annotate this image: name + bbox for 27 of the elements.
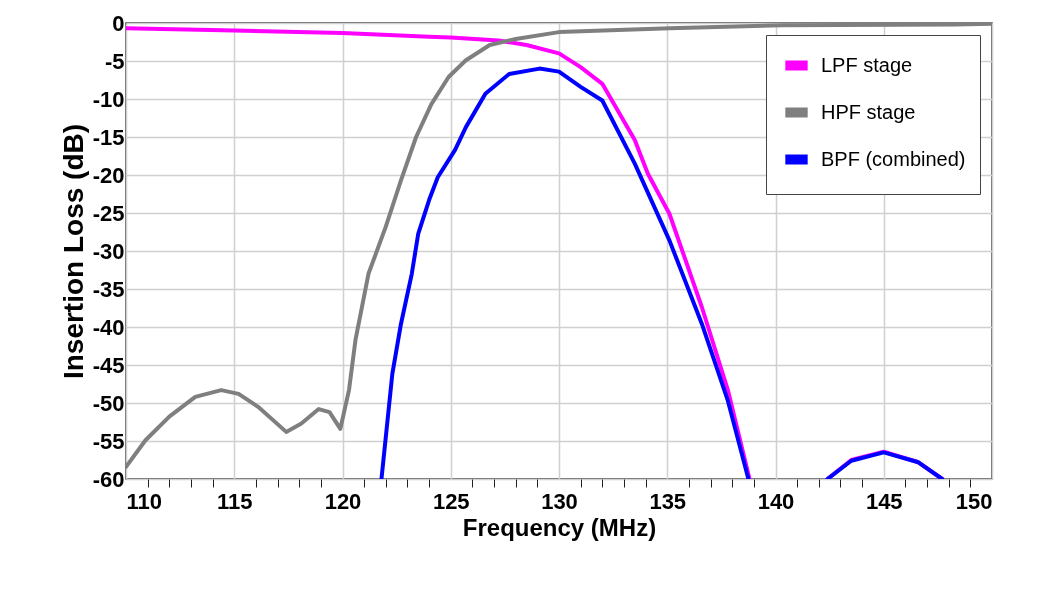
x-tick-label: 110 [126, 488, 162, 514]
y-tick-label: -60 [92, 466, 125, 492]
y-tick-label: -45 [92, 352, 125, 378]
x-tick-label: 135 [649, 488, 687, 514]
x-tick-label: 140 [757, 488, 795, 514]
x-tick-label: 150 [955, 488, 993, 514]
y-tick-label: -50 [92, 390, 125, 416]
y-tick-label: -10 [92, 86, 125, 112]
legend-label: HPF stage [821, 100, 916, 123]
y-tick-label: -35 [92, 276, 125, 302]
x-axis-title: Frequency (MHz) [462, 513, 657, 541]
legend-label: LPF stage [821, 53, 913, 76]
x-tick-label: 125 [432, 488, 470, 514]
y-tick-label: 0 [112, 10, 125, 36]
y-tick-label: -15 [92, 124, 125, 150]
x-tick-label: 120 [324, 488, 362, 514]
legend-label: BPF (combined) [821, 147, 966, 170]
x-tick-label: 145 [865, 488, 903, 514]
y-axis-title: Insertion Loss (dB) [57, 123, 89, 380]
y-tick-label: -55 [92, 428, 125, 454]
x-tick-label: 130 [541, 488, 578, 514]
y-tick-label: -20 [92, 162, 125, 188]
y-tick-label: -40 [92, 314, 125, 340]
y-tick-label: -5 [104, 48, 125, 74]
y-tick-label: -25 [92, 200, 125, 226]
y-tick-label: -30 [92, 238, 125, 264]
x-tick-label: 115 [217, 488, 253, 514]
